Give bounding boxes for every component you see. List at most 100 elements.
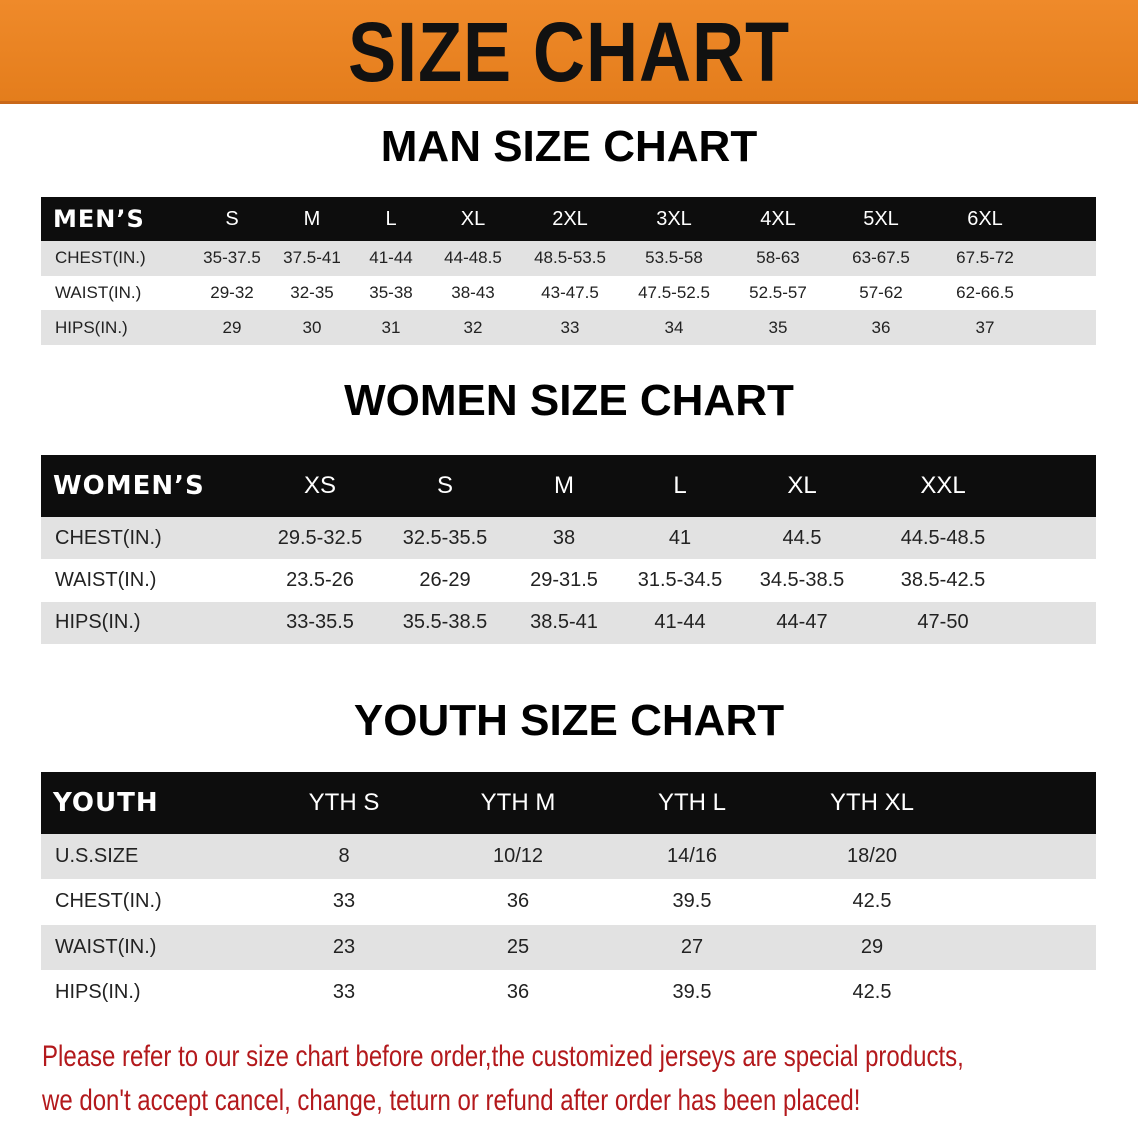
measurement-cell: 44.5 bbox=[782, 526, 822, 549]
measurement-cell: 41 bbox=[668, 526, 692, 549]
measurement-cell: 35.5-38.5 bbox=[402, 611, 488, 634]
measurement-cell: 31 bbox=[381, 317, 401, 337]
measurement-cell: 58-63 bbox=[756, 248, 800, 268]
table-row: WAIST(IN.) 29-32 32-35 35-38 38-43 43-47.5 47.… bbox=[41, 275, 1096, 311]
size-label: L bbox=[673, 472, 687, 499]
measurement-cell: 29-31.5 bbox=[530, 568, 598, 591]
measurement-cell: 67.5-72 bbox=[956, 248, 1014, 268]
women-section-title: WOMEN SIZE CHART bbox=[344, 376, 794, 425]
measurement-cell: 31.5-34.5 bbox=[637, 568, 723, 591]
measurement-cell: 38 bbox=[552, 526, 576, 549]
measurement-label: WAIST(IN.) bbox=[55, 935, 157, 958]
measurement-cell: 52.5-57 bbox=[749, 283, 807, 303]
measurement-label: HIPS(IN.) bbox=[55, 317, 128, 337]
measurement-cell: 62-66.5 bbox=[956, 283, 1014, 303]
measurement-cell: 47.5-52.5 bbox=[638, 283, 710, 303]
measurement-cell: 36 bbox=[506, 890, 530, 913]
size-label: 6XL bbox=[967, 207, 1003, 230]
table-row: WAIST(IN.) 23.5-26 26-29 29-31.5 31.5-34.5 34… bbox=[41, 559, 1096, 602]
measurement-cell: 29.5-32.5 bbox=[277, 526, 363, 549]
measurement-cell: 37 bbox=[975, 317, 995, 337]
measurement-label: WAIST(IN.) bbox=[55, 568, 157, 591]
table-row: CHEST(IN.) 29.5-32.5 32.5-35.5 38 41 44.5 44.5… bbox=[41, 517, 1096, 560]
measurement-cell: 35-37.5 bbox=[203, 248, 261, 268]
measurement-label: HIPS(IN.) bbox=[55, 611, 141, 634]
size-label: M bbox=[303, 207, 321, 230]
measurement-label: U.S.SIZE bbox=[55, 845, 139, 868]
measurement-cell: 38.5-41 bbox=[530, 611, 598, 634]
size-label: YTH M bbox=[480, 789, 556, 816]
measurement-cell: 33 bbox=[332, 890, 356, 913]
size-label: YTH XL bbox=[829, 789, 915, 816]
measurement-cell: 48.5-53.5 bbox=[534, 248, 606, 268]
measurement-cell: 39.5 bbox=[672, 890, 712, 913]
measurement-cell: 43-47.5 bbox=[541, 283, 599, 303]
measurement-cell: 29 bbox=[860, 935, 884, 958]
measurement-cell: 41-44 bbox=[369, 248, 413, 268]
table-row: HIPS(IN.) 33 36 39.5 42.5 bbox=[41, 969, 1096, 1016]
size-chart-banner: SIZE CHART bbox=[0, 0, 1138, 104]
measurement-label: CHEST(IN.) bbox=[55, 248, 146, 268]
measurement-cell: 32 bbox=[463, 317, 483, 337]
measurement-cell: 33-35.5 bbox=[286, 611, 354, 634]
measurement-cell: 38.5-42.5 bbox=[900, 568, 986, 591]
policy-note-line-1: Please refer to our size chart before or… bbox=[42, 1040, 964, 1073]
measurement-cell: 35-38 bbox=[369, 283, 413, 303]
measurement-cell: 42.5 bbox=[852, 981, 892, 1004]
table-label: WOMEN’S bbox=[53, 471, 205, 501]
measurement-cell: 38-43 bbox=[451, 283, 495, 303]
measurement-cell: 27 bbox=[680, 935, 704, 958]
table-label: MEN’S bbox=[53, 205, 145, 233]
measurement-cell: 29-32 bbox=[210, 283, 254, 303]
measurement-cell: 8 bbox=[338, 845, 350, 868]
table-row: U.S.SIZE 8 10/12 14/16 18/20 bbox=[41, 834, 1096, 880]
measurement-cell: 44-47 bbox=[776, 611, 828, 634]
table-row: CHEST(IN.) 33 36 39.5 42.5 bbox=[41, 879, 1096, 925]
size-label: M bbox=[554, 472, 574, 499]
measurement-cell: 32.5-35.5 bbox=[402, 526, 488, 549]
size-label: XS bbox=[303, 472, 336, 499]
size-label: 2XL bbox=[552, 207, 588, 230]
measurement-cell: 36 bbox=[871, 317, 891, 337]
measurement-cell: 53.5-58 bbox=[645, 248, 703, 268]
measurement-cell: 30 bbox=[302, 317, 322, 337]
table-row: CHEST(IN.) 35-37.5 37.5-41 41-44 44-48.5 48.5… bbox=[41, 241, 1096, 276]
men-size-table: MEN’S S M L XL 2XL 3XL 4XL 5XL 6XL CHEST(IN.) 35-37… bbox=[41, 197, 1096, 346]
measurement-cell: 14/16 bbox=[666, 845, 718, 868]
policy-note-line-2: we don't accept cancel, change, teturn o… bbox=[42, 1084, 861, 1117]
size-label: XXL bbox=[920, 472, 966, 499]
size-label: XL bbox=[460, 207, 486, 230]
measurement-cell: 57-62 bbox=[859, 283, 903, 303]
measurement-cell: 33 bbox=[332, 981, 356, 1004]
measurement-cell: 10/12 bbox=[492, 845, 544, 868]
women-size-table: WOMEN’S XS S M L XL XXL CHEST(IN.) 29.5-32.5 32.5… bbox=[41, 455, 1096, 644]
measurement-cell: 18/20 bbox=[846, 845, 898, 868]
measurement-cell: 35 bbox=[768, 317, 788, 337]
measurement-cell: 34 bbox=[664, 317, 684, 337]
table-row: HIPS(IN.) 33-35.5 35.5-38.5 38.5-41 41-44 44-… bbox=[41, 601, 1096, 644]
youth-section-title: YOUTH SIZE CHART bbox=[353, 696, 785, 745]
size-label: S bbox=[225, 207, 239, 230]
measurement-label: WAIST(IN.) bbox=[55, 283, 142, 303]
measurement-label: HIPS(IN.) bbox=[55, 981, 141, 1004]
youth-header-row: YOUTH YTH S YTH M YTH L YTH XL bbox=[41, 772, 1096, 834]
measurement-cell: 25 bbox=[506, 935, 530, 958]
men-section-title: MAN SIZE CHART bbox=[380, 122, 758, 171]
measurement-cell: 33 bbox=[560, 317, 580, 337]
measurement-label: CHEST(IN.) bbox=[55, 526, 162, 549]
size-label: YTH S bbox=[308, 789, 380, 816]
size-label: 5XL bbox=[863, 207, 899, 230]
measurement-cell: 44-48.5 bbox=[444, 248, 502, 268]
men-header-row: MEN’S S M L XL 2XL 3XL 4XL 5XL 6XL bbox=[41, 197, 1096, 241]
measurement-label: CHEST(IN.) bbox=[55, 890, 162, 913]
measurement-cell: 39.5 bbox=[672, 981, 712, 1004]
size-label: L bbox=[385, 207, 397, 230]
size-label: 4XL bbox=[760, 207, 796, 230]
size-label: 3XL bbox=[656, 207, 692, 230]
women-header-row: WOMEN’S XS S M L XL XXL bbox=[41, 455, 1096, 517]
measurement-cell: 29 bbox=[222, 317, 242, 337]
measurement-cell: 47-50 bbox=[917, 611, 969, 634]
table-row: WAIST(IN.) 23 25 27 29 bbox=[41, 924, 1096, 970]
size-label: S bbox=[436, 472, 453, 499]
size-label: XL bbox=[787, 472, 817, 499]
